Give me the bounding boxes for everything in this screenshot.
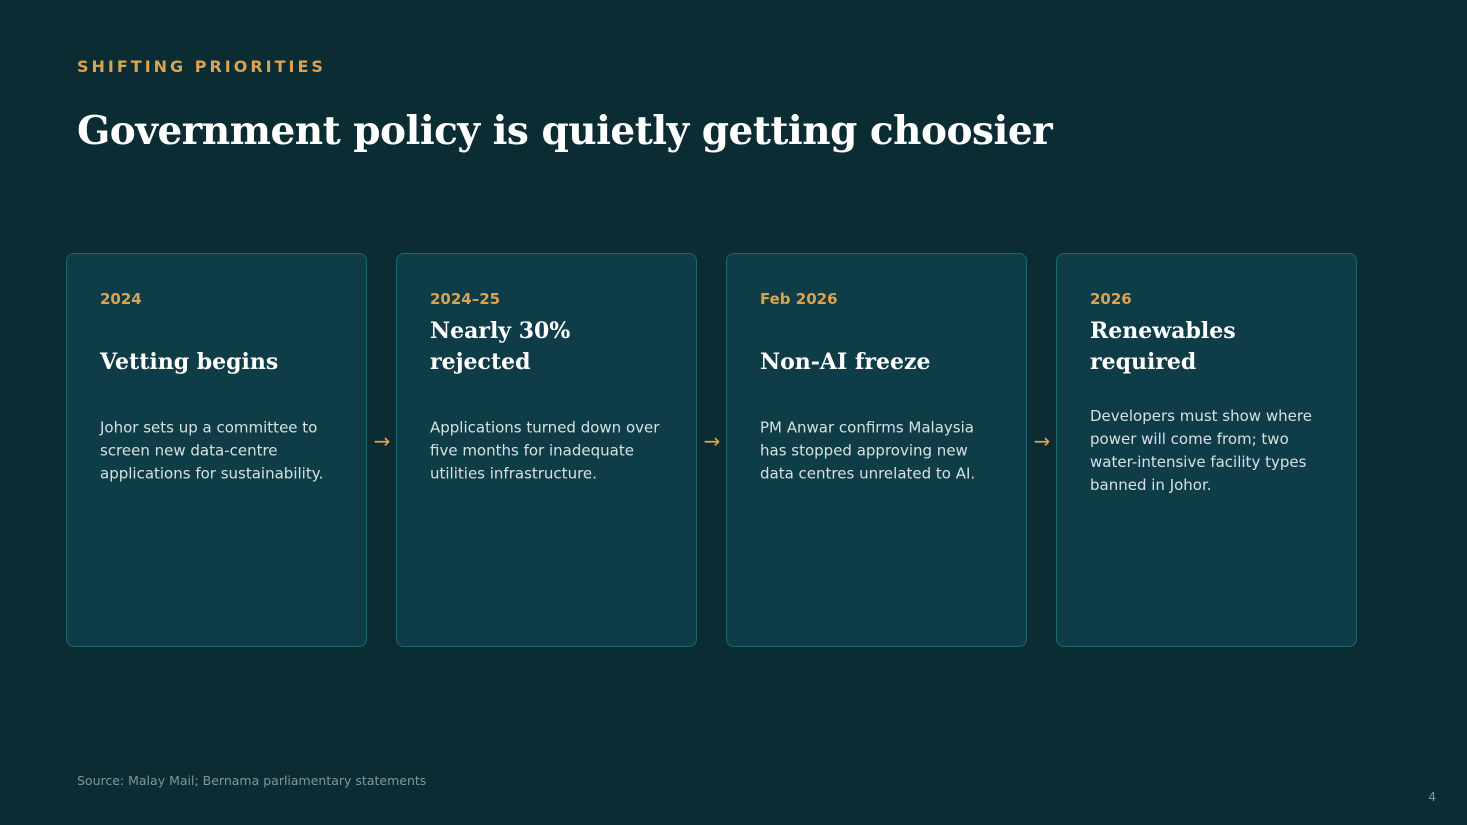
timeline-description: Developers must show where power will co…	[1090, 407, 1312, 494]
arrow-right-icon: →	[1033, 429, 1051, 453]
timeline-date: Feb 2026	[760, 290, 838, 308]
slide-title: Government policy is quietly getting cho…	[77, 108, 1053, 154]
source-note: Source: Malay Mail; Bernama parliamentar…	[77, 773, 427, 788]
arrow-right-icon: →	[703, 429, 721, 453]
timeline-date: 2024–25	[430, 290, 501, 308]
timeline-title: Non-AI freeze	[760, 349, 931, 375]
page-number: 4	[1428, 790, 1436, 804]
timeline-card-2: 2024–25 Nearly 30% rejected Applications…	[396, 253, 697, 647]
section-eyebrow: SHIFTING PRIORITIES	[77, 57, 326, 76]
timeline-card-4: 2026 Renewables required Developers must…	[1056, 253, 1357, 647]
timeline-title: Renewables required	[1090, 318, 1236, 375]
timeline-date: 2026	[1090, 290, 1132, 308]
timeline-description: PM Anwar confirms Malaysia has stopped a…	[760, 418, 976, 483]
timeline-card-3: Feb 2026 Non-AI freeze PM Anwar confirms…	[726, 253, 1027, 647]
timeline-description: Johor sets up a committee to screen new …	[100, 418, 324, 483]
timeline-date: 2024	[100, 290, 142, 308]
timeline-title: Vetting begins	[100, 349, 279, 375]
timeline-title: Nearly 30% rejected	[430, 318, 571, 375]
arrow-right-icon: →	[373, 429, 391, 453]
timeline-card-1: 2024 Vetting begins Johor sets up a comm…	[66, 253, 367, 647]
timeline-description: Applications turned down over five month…	[430, 418, 660, 483]
